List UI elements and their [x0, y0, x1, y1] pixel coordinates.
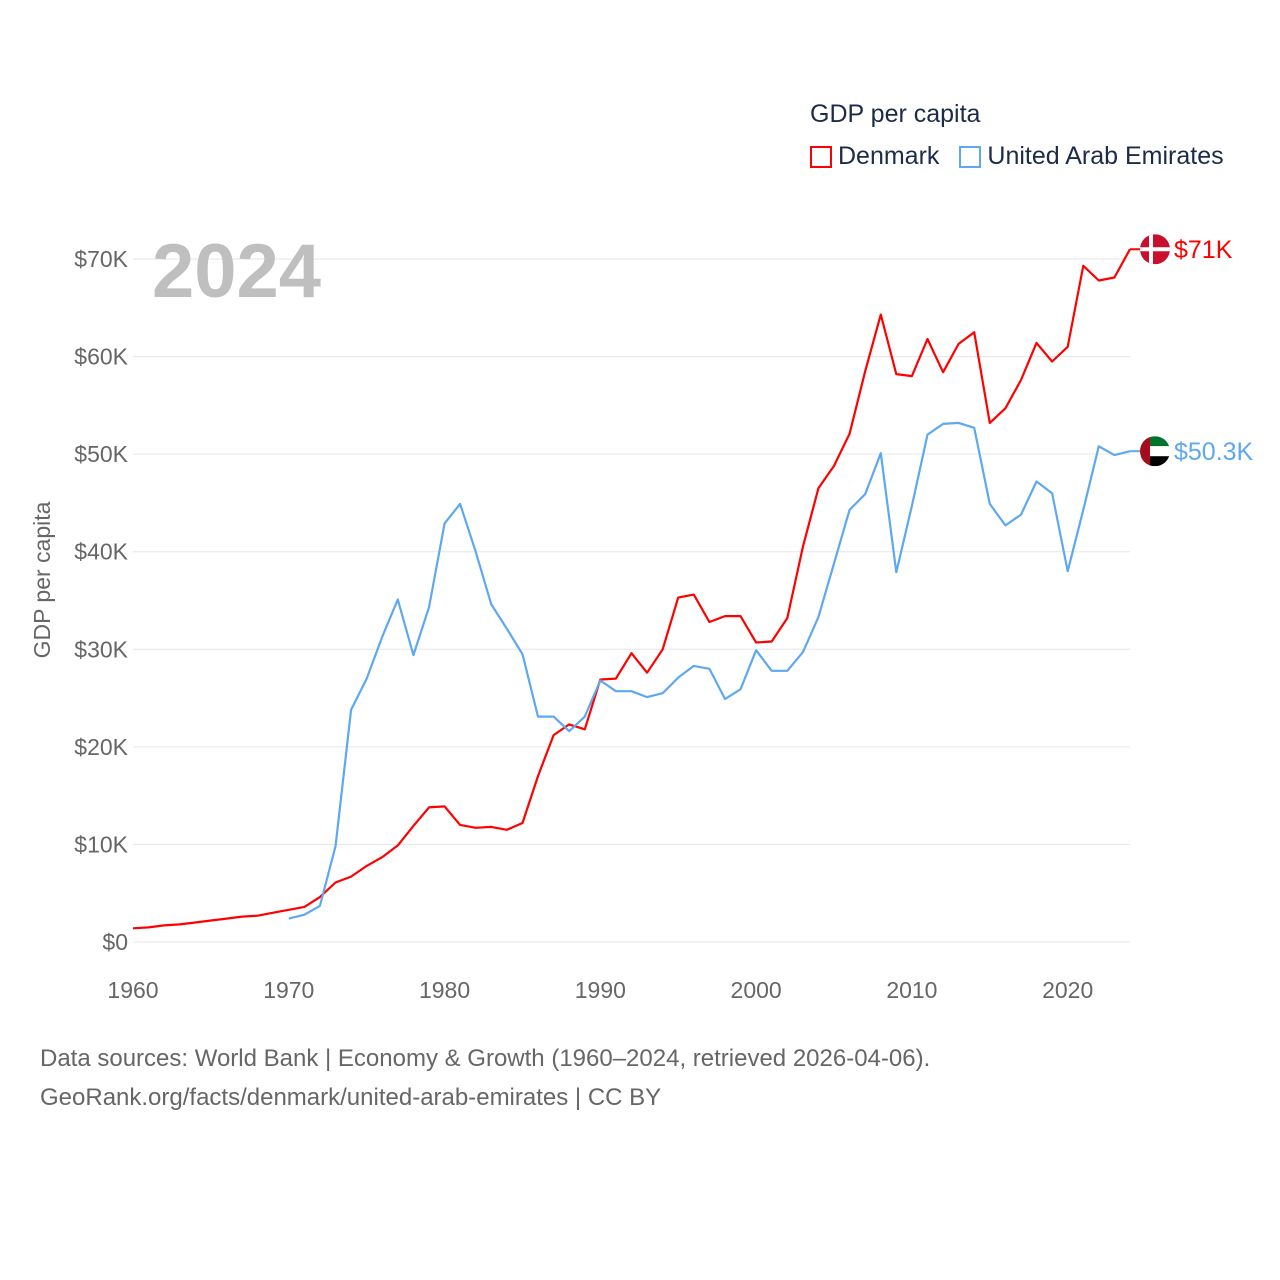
- source-line: Data sources: World Bank | Economy & Gro…: [40, 1045, 931, 1072]
- y-axis-label: GDP per capita: [29, 501, 55, 658]
- legend-swatch: [959, 145, 982, 168]
- end-value-label: $71K: [1174, 236, 1233, 264]
- source-url[interactable]: GeoRank.org/facts/denmark/united-arab-em…: [40, 1084, 662, 1111]
- legend-label: United Arab Emirates: [987, 142, 1224, 170]
- legend-swatch: [810, 145, 832, 168]
- y-tick-label: $40K: [74, 539, 128, 565]
- legend-label: Denmark: [838, 142, 940, 170]
- series-line-denmark: [132, 248, 1131, 930]
- x-tick-label: 2020: [1042, 977, 1093, 1003]
- legend-item-denmark[interactable]: Denmark: [810, 142, 939, 171]
- x-tick-label: 1960: [107, 977, 158, 1003]
- y-tick-label: $10K: [74, 831, 128, 857]
- series-line-uae: [288, 421, 1131, 920]
- legend: Denmark United Arab Emirates: [810, 142, 1224, 171]
- uae-flag-icon: [1140, 436, 1170, 467]
- legend-item-uae[interactable]: United Arab Emirates: [959, 142, 1224, 171]
- x-tick-label: 1980: [419, 977, 470, 1003]
- y-tick-label: $20K: [74, 734, 128, 760]
- y-tick-label: $30K: [74, 636, 128, 662]
- x-tick-label: 1970: [263, 977, 314, 1003]
- year-label: 2024: [152, 229, 322, 314]
- x-tick-label: 2010: [886, 977, 937, 1003]
- legend-title: GDP per capita: [810, 100, 981, 128]
- x-tick-label: 2000: [731, 977, 782, 1003]
- y-tick-label: $60K: [74, 344, 128, 370]
- end-value-label: $50.3K: [1174, 438, 1254, 466]
- denmark-flag-icon: [1140, 234, 1170, 265]
- x-tick-label: 1990: [575, 977, 626, 1003]
- y-tick-label: $50K: [74, 441, 128, 467]
- y-tick-label: $70K: [74, 246, 128, 272]
- y-tick-label: $0: [102, 929, 128, 955]
